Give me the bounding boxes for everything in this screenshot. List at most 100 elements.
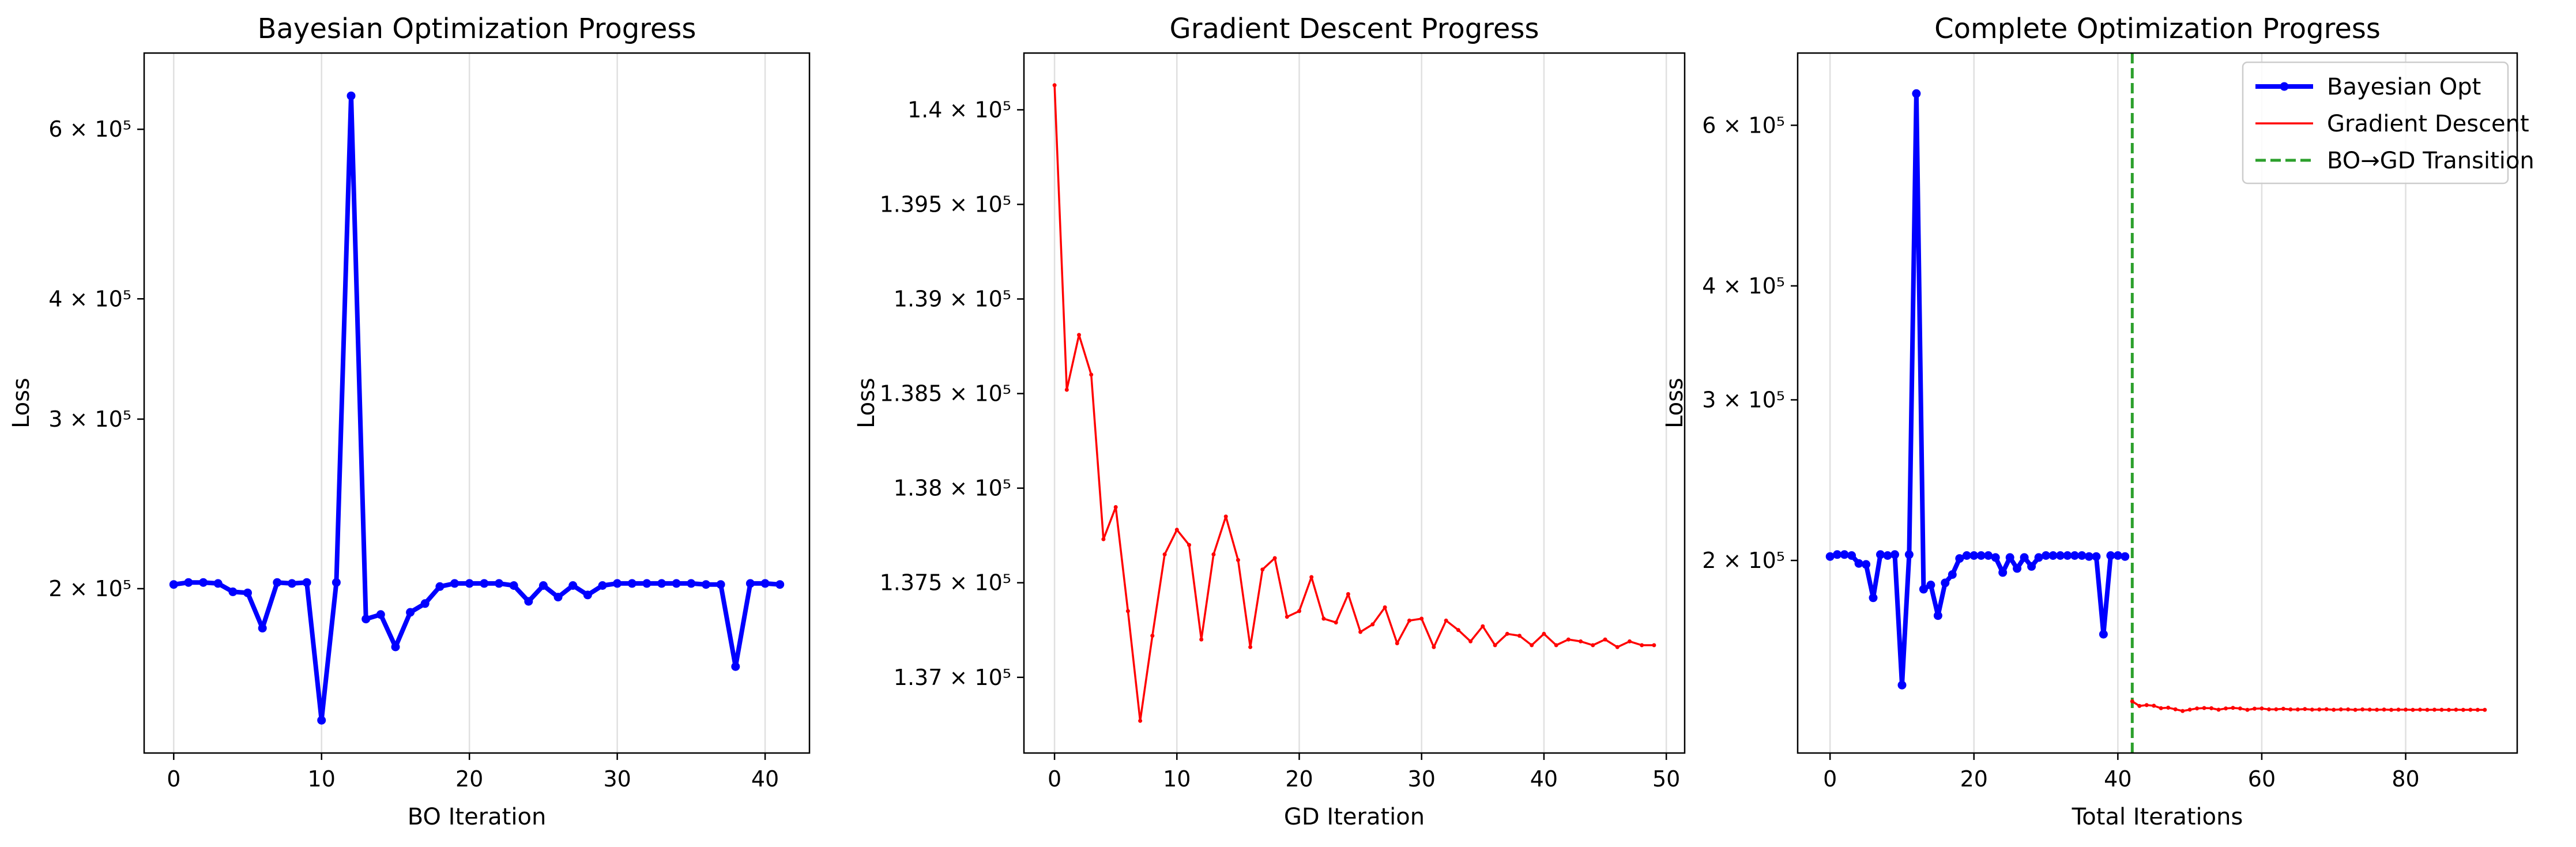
complete-x-axis-label: Total Iterations [2072,804,2243,830]
complete-data-point [2042,551,2051,560]
gd-data-point [1199,637,1204,642]
complete-y-axis-label: Loss [1662,378,1688,428]
bo-x-tick-label: 40 [751,766,779,792]
complete-data-point [2113,551,2122,560]
bo-chart-title: Bayesian Optimization Progress [258,13,696,45]
complete-data-point [1876,550,1885,559]
complete-data-point [2310,707,2314,712]
complete-data-point [2446,707,2451,712]
bo-data-point [495,579,503,588]
gd-data-point [1089,372,1094,377]
legend-box [2242,61,2509,185]
complete-x-tick-label: 20 [1960,766,1988,792]
bo-data-point [657,579,666,588]
gd-data-point [1432,645,1436,649]
bo-y-axis-label: Loss [8,378,35,428]
gd-data-point [1174,528,1179,532]
bo-data-point [760,579,770,588]
gd-data-point [1517,634,1522,638]
bo-data-point [228,587,238,596]
gd-chart-title: Gradient Descent Progress [1170,13,1539,45]
complete-y-tick-label: 2 × 10⁵ [1702,548,1785,573]
complete-data-point [2130,699,2134,703]
legend-label-0: Bayesian Opt [2327,74,2481,100]
gd-data-point [1591,643,1595,648]
complete-data-point [2382,707,2386,712]
gd-data-point [1530,643,1534,648]
gd-data-point [1113,505,1118,509]
complete-data-point [1998,568,2008,577]
complete-data-point [2027,562,2036,571]
complete-data-point [2231,706,2235,710]
complete-data-point [1897,680,1907,690]
gd-data-point [1260,567,1265,572]
complete-data-point [2224,706,2228,711]
complete-x-tick-label: 0 [1823,766,1837,792]
bo-y-tick-label: 4 × 10⁵ [48,286,131,311]
bo-x-axis-label: BO Iteration [408,804,547,830]
complete-data-point [2144,703,2149,707]
complete-data-point [1948,570,1957,579]
complete-data-point [2099,630,2108,639]
complete-data-point [2056,551,2065,560]
gd-data-point [1125,609,1130,613]
complete-data-point [2020,553,2029,562]
bo-x-tick-label: 0 [167,766,180,792]
gd-data-point [1407,618,1411,623]
gd-data-point [1321,616,1326,621]
complete-data-point [1991,553,2000,562]
bo-data-point [450,579,459,588]
gd-data-point [1370,622,1375,627]
bo-data-point [376,610,385,619]
complete-data-point [1955,554,1964,563]
gd-x-axis-label: GD Iteration [1284,804,1425,830]
complete-data-point [2353,707,2357,712]
complete-data-point [2411,707,2415,712]
complete-data-point [1862,560,1871,569]
gd-data-point [1211,552,1216,556]
complete-data-point [2454,707,2458,712]
complete-data-point [2166,705,2171,710]
complete-data-point [1969,551,1979,560]
complete-data-point [2063,551,2072,560]
gd-data-point [1052,83,1057,88]
gd-data-point [1064,387,1069,392]
bo-data-point [273,578,282,587]
complete-x-tick-label: 40 [2104,766,2131,792]
bo-data-point [687,579,696,588]
gd-series-line-0 [1053,85,1654,722]
bo-data-point [347,91,356,100]
bo-data-point [745,579,755,588]
gd-data-point [1652,643,1656,648]
gd-y-tick-label: 1.385 × 10⁵ [880,381,1011,406]
complete-data-point [1883,551,1892,560]
bo-data-point [775,580,785,589]
bo-panel: 0 10 20 30 40 2 × 10⁵ 3 × 10⁵ 4 × 10⁵ 6 × 10⁵ Bay… [8,13,811,830]
complete-data-point [1933,611,1942,620]
complete-x-tick-label: 80 [2392,766,2419,792]
gd-data-point [1334,620,1338,625]
complete-data-point [1825,552,1835,561]
gd-data-point [1566,637,1571,642]
bo-data-point [435,582,445,591]
complete-data-point [2121,552,2130,561]
complete-data-point [2259,706,2264,711]
complete-data-point [2396,707,2401,712]
gd-data-point [1223,514,1228,519]
bo-data-point [524,597,533,606]
complete-data-point [2013,564,2022,573]
complete-data-point [2253,706,2257,711]
complete-data-point [2360,707,2365,712]
gd-y-tick-label: 1.38 × 10⁵ [894,476,1011,501]
bo-data-point [332,578,341,587]
gd-data-point [1150,634,1155,638]
complete-data-point [2092,552,2101,561]
gd-x-tick-label: 20 [1285,766,1313,792]
gd-data-point [1358,630,1363,634]
bo-data-point [731,662,740,671]
bo-data-point [613,579,622,588]
legend-label-2: BO→GD Transition [2327,148,2534,174]
complete-data-point [2317,707,2322,712]
complete-data-point [2295,707,2300,712]
complete-data-point [1840,550,1849,559]
